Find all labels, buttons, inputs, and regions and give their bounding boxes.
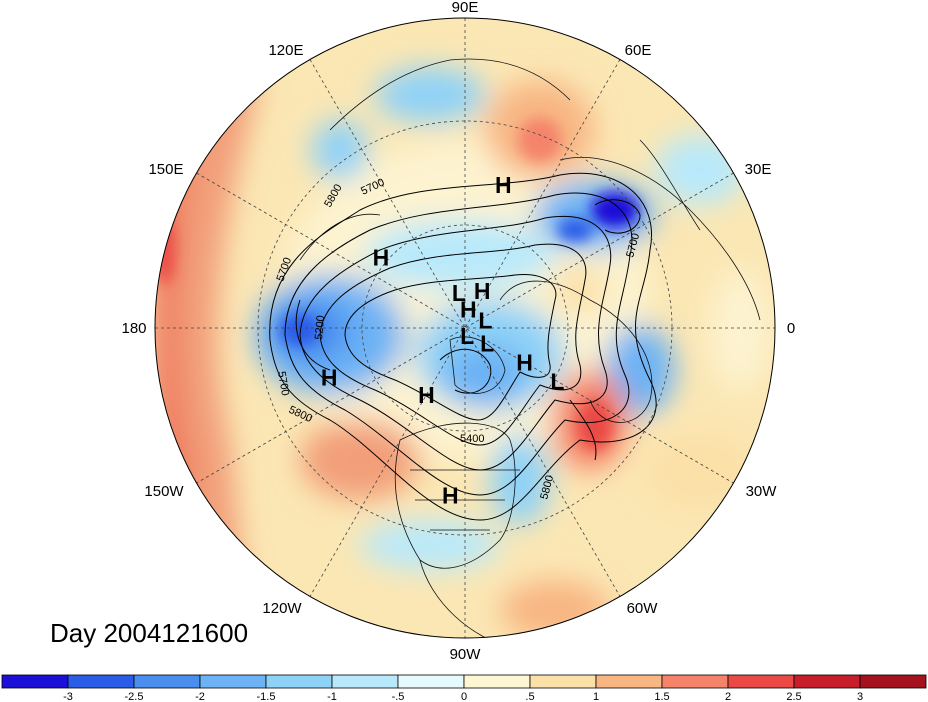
colorbar-swatch xyxy=(397,674,465,689)
colorbar-swatch xyxy=(67,674,135,689)
colorbar-swatch xyxy=(199,674,267,689)
contour-label: 5200 xyxy=(313,315,327,340)
low-pressure-marker: L xyxy=(452,280,466,306)
colorbar-swatch xyxy=(265,674,333,689)
lon-label-180: 180 xyxy=(121,320,146,337)
colorbar-tick-label: 2 xyxy=(725,691,731,702)
lon-label-0: 0 xyxy=(787,320,795,337)
colorbar-swatch xyxy=(529,674,597,689)
colorbar-tick-label: -1.5 xyxy=(257,691,276,702)
colorbar-tick-label: -3 xyxy=(63,691,73,702)
lon-label-120e: 120E xyxy=(268,42,303,59)
longitude-labels: 90E 60E 30E 0 30W 60W 90W 120W 150W 180 … xyxy=(121,0,795,663)
lon-label-30e: 30E xyxy=(745,161,772,178)
colorbar-tick-label: 3 xyxy=(857,691,863,702)
graticule xyxy=(155,18,775,638)
low-pressure-marker: L xyxy=(480,331,494,357)
contour-label: 5400 xyxy=(460,433,484,445)
lon-label-60w: 60W xyxy=(627,600,659,617)
colorbar-swatch xyxy=(331,674,399,689)
colorbar-swatch xyxy=(463,674,531,689)
high-pressure-marker: H xyxy=(418,382,435,408)
colorbar-tick-label: 2.5 xyxy=(786,691,801,702)
high-pressure-marker: H xyxy=(495,172,512,198)
colorbar-swatch xyxy=(859,674,927,689)
lon-label-120w: 120W xyxy=(262,600,302,617)
map-title: Day 2004121600 xyxy=(50,618,249,648)
lon-label-150e: 150E xyxy=(148,161,183,178)
colorbar-tick-label: -.5 xyxy=(392,691,405,702)
low-pressure-marker: L xyxy=(478,308,492,334)
colorbar-tick-label: -2 xyxy=(195,691,205,702)
height-contours xyxy=(269,172,657,521)
colorbar-swatch xyxy=(133,674,201,689)
high-pressure-marker: H xyxy=(460,296,477,322)
low-pressure-marker: L xyxy=(550,368,564,394)
globe-edge xyxy=(154,17,776,639)
lon-label-30w: 30W xyxy=(746,483,778,500)
colorbar-tick-label: -1 xyxy=(327,691,337,702)
lon-label-60e: 60E xyxy=(625,42,652,59)
coastlines xyxy=(299,58,761,638)
colorbar-tick-label: -2.5 xyxy=(125,691,144,702)
lon-label-90w: 90W xyxy=(450,646,482,663)
lon-label-150w: 150W xyxy=(144,483,184,500)
colorbar-tick-label: 1.5 xyxy=(654,691,669,702)
colorbar-swatch xyxy=(595,674,663,689)
colorbar: -3 -2.5 -2 -1.5 -1 -.5 0 .5 1 1.5 2 2.5 3 xyxy=(1,674,927,702)
colorbar-swatch xyxy=(727,674,795,689)
high-pressure-marker: H xyxy=(321,364,338,390)
lon-label-90e: 90E xyxy=(452,0,479,16)
colorbar-tick-label: .5 xyxy=(525,691,534,702)
colorbar-tick-label: 1 xyxy=(593,691,599,702)
colorbar-swatch xyxy=(661,674,729,689)
high-pressure-marker: H xyxy=(516,349,533,375)
high-pressure-marker: H xyxy=(442,483,459,509)
colorbar-swatch xyxy=(793,674,861,689)
colorbar-tick-label: 0 xyxy=(461,691,467,702)
high-pressure-marker: H xyxy=(373,244,390,270)
low-pressure-marker: L xyxy=(460,323,474,349)
contour-label: 5700 xyxy=(275,370,291,396)
high-pressure-marker: H xyxy=(474,278,491,304)
colorbar-swatch xyxy=(1,674,69,689)
